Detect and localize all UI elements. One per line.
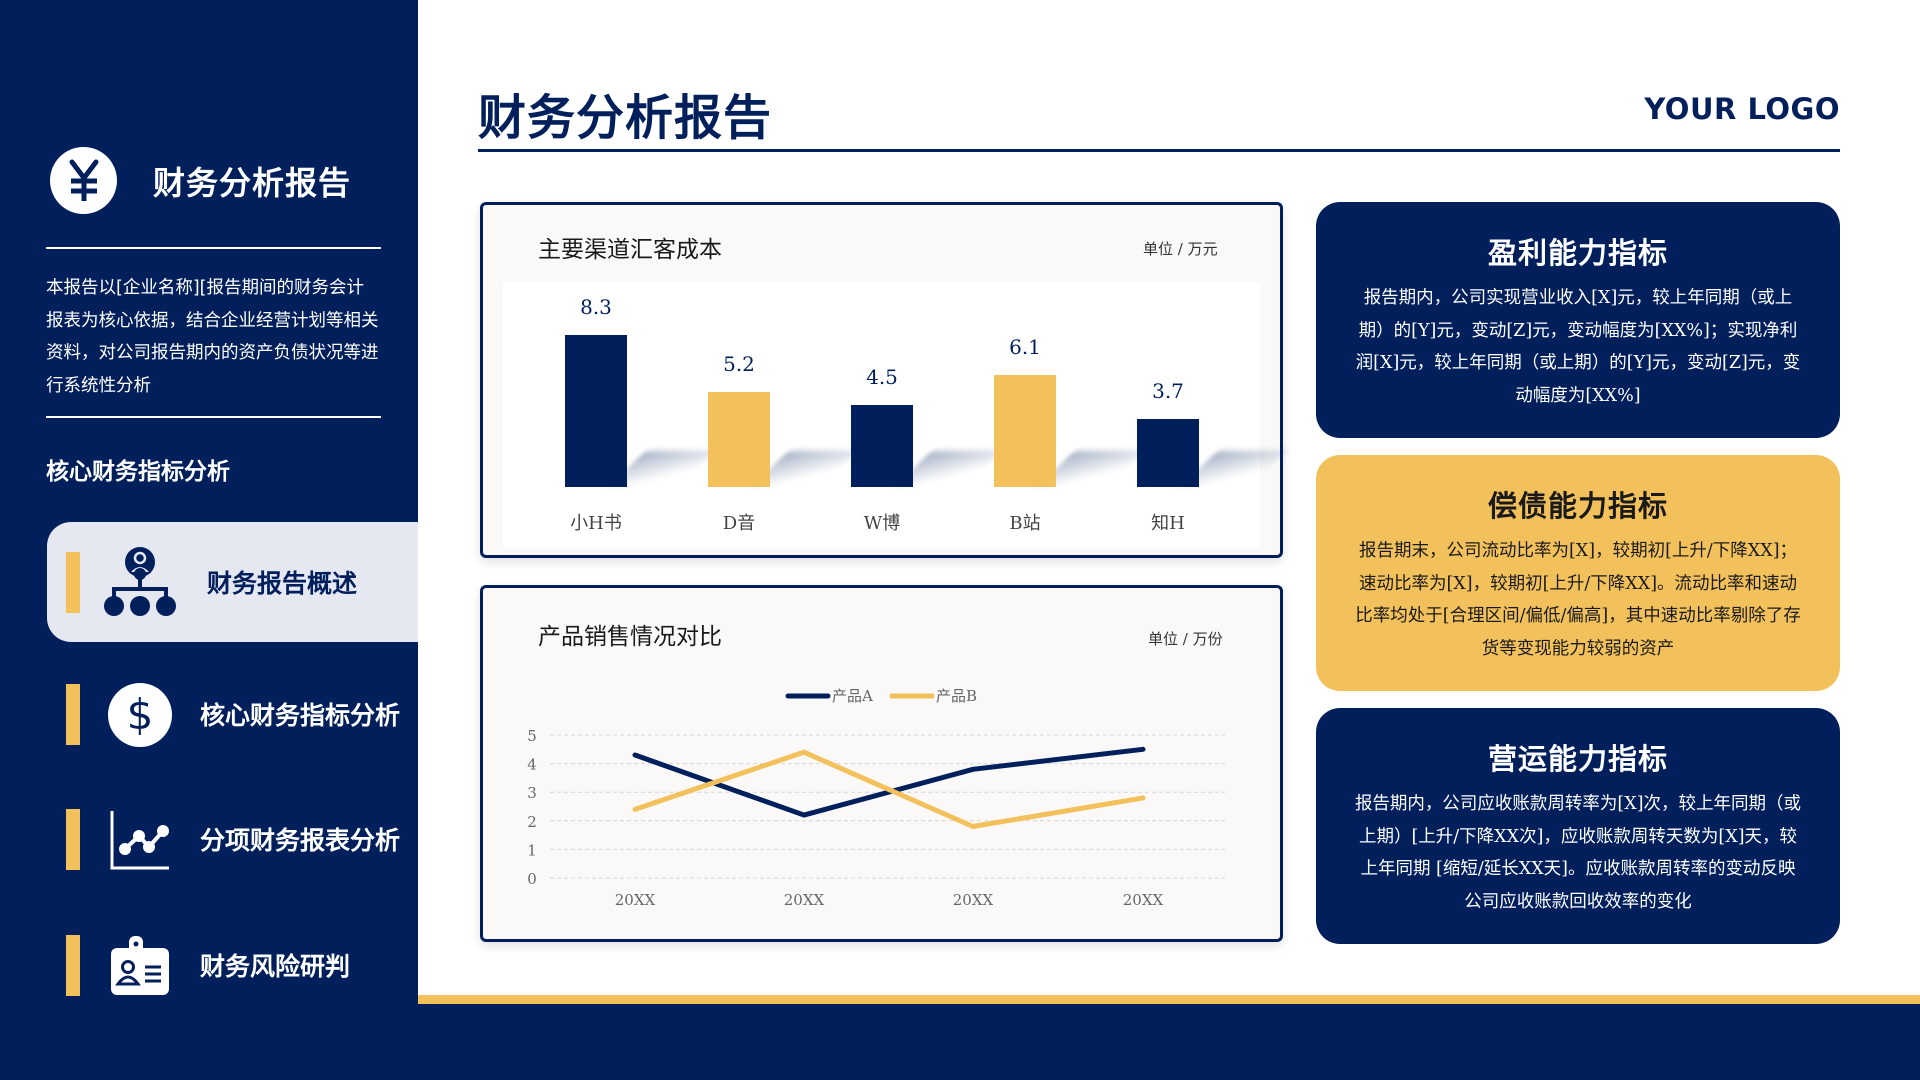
svg-text:20XX: 20XX bbox=[953, 891, 994, 909]
profitability-card: 盈利能力指标 报告期内，公司实现营业收入[X]元，较上年同期（或上期）的[Y]元… bbox=[1316, 202, 1840, 438]
svg-text:2: 2 bbox=[527, 813, 537, 831]
svg-text:20XX: 20XX bbox=[1123, 891, 1164, 909]
line-chart-card: 产品销售情况对比 单位 / 万份 0 1 2 3 4 5 20XX 20XX 20XX 20XX 产… bbox=[480, 585, 1283, 942]
bar-category-label: 小H书 bbox=[570, 513, 622, 534]
bar-chart-plot: 8.3 小H书 5.2 D音 4.5 W博 6.1 B站 3.7 知H bbox=[503, 282, 1287, 548]
sidebar-item-report-overview[interactable]: 财务报告概述 bbox=[47, 522, 418, 642]
svg-text:产品A: 产品A bbox=[832, 687, 873, 705]
card-title: 偿债能力指标 bbox=[1487, 489, 1668, 523]
footer-accent-stripe bbox=[418, 995, 1920, 1004]
bar-value-label: 8.3 bbox=[580, 295, 612, 320]
bar-value-label: 5.2 bbox=[723, 351, 755, 376]
sidebar-item-core-indicators[interactable]: $ 核心财务指标分析 bbox=[47, 654, 418, 774]
sidebar-item-risk-assessment[interactable]: 财务风险研判 bbox=[47, 905, 418, 1025]
card-title: 盈利能力指标 bbox=[1487, 236, 1668, 270]
bar bbox=[994, 375, 1056, 487]
sidebar-divider bbox=[46, 247, 381, 249]
svg-text:0: 0 bbox=[527, 870, 537, 888]
bar-chart-card: 主要渠道汇客成本 单位 / 万元 8.3 小H书 5.2 D音 4.5 W博 6.1 B站 3.… bbox=[480, 202, 1287, 558]
svg-text:产品B: 产品B bbox=[936, 687, 977, 705]
nav-label: 财务报告概述 bbox=[207, 569, 358, 598]
line-chart-icon bbox=[102, 803, 178, 877]
dollar-icon: $ bbox=[102, 678, 178, 752]
card-body: 报告期内，公司实现营业收入[X]元，较上年同期（或上期）的[Y]元，变动[Z]元… bbox=[1355, 288, 1801, 406]
yen-icon bbox=[50, 147, 117, 214]
nav-label: 财务风险研判 bbox=[200, 952, 351, 981]
page-title: 财务分析报告 bbox=[478, 90, 773, 146]
bar-category-label: D音 bbox=[722, 513, 756, 534]
bar bbox=[708, 391, 770, 487]
bar-category-label: 知H bbox=[1151, 513, 1185, 534]
sidebar: 财务分析报告 本报告以[企业名称][报告期间的财务会计报表为核心依据，结合企业经… bbox=[0, 0, 418, 1080]
footer-bar bbox=[418, 1004, 1920, 1080]
svg-text:3: 3 bbox=[527, 784, 537, 802]
line-chart-unit: 单位 / 万份 bbox=[1148, 630, 1223, 648]
bar-value-label: 3.7 bbox=[1152, 379, 1184, 404]
line-chart-plot: 0 1 2 3 4 5 20XX 20XX 20XX 20XX 产品A 产品B bbox=[527, 687, 1225, 909]
bar-value-label: 6.1 bbox=[1009, 335, 1041, 360]
svg-text:5: 5 bbox=[527, 727, 537, 745]
svg-text:4: 4 bbox=[527, 756, 537, 774]
bar-category-label: B站 bbox=[1009, 513, 1041, 534]
card-body: 报告期内，公司应收账款周转率为[X]次，较上年同期（或上期）[上升/下降XX次]… bbox=[1354, 794, 1802, 912]
bar-chart-title: 主要渠道汇客成本 bbox=[538, 237, 722, 263]
svg-text:20XX: 20XX bbox=[784, 891, 825, 909]
id-badge-icon bbox=[102, 929, 178, 1003]
logo: YOUR LOGO bbox=[1644, 92, 1840, 126]
sidebar-item-statement-analysis[interactable]: 分项财务报表分析 bbox=[47, 779, 418, 899]
operating-capacity-card: 营运能力指标 报告期内，公司应收账款周转率为[X]次，较上年同期（或上期）[上升… bbox=[1316, 708, 1840, 944]
svg-text:1: 1 bbox=[527, 841, 537, 859]
nav-accent-bar bbox=[66, 935, 80, 996]
nav-accent-bar bbox=[66, 552, 80, 613]
nav-label: 分项财务报表分析 bbox=[200, 826, 401, 855]
header-divider bbox=[478, 149, 1840, 152]
bar-category-label: W博 bbox=[863, 513, 901, 534]
bar bbox=[1137, 419, 1199, 487]
sidebar-title: 财务分析报告 bbox=[153, 164, 352, 202]
card-title: 营运能力指标 bbox=[1487, 742, 1668, 776]
nav-accent-bar bbox=[66, 809, 80, 870]
line-chart-title: 产品销售情况对比 bbox=[538, 624, 722, 650]
bar-chart-unit: 单位 / 万元 bbox=[1143, 240, 1218, 258]
bar bbox=[851, 404, 913, 487]
nav-label: 核心财务指标分析 bbox=[200, 701, 401, 730]
nav-accent-bar bbox=[66, 684, 80, 745]
org-chart-icon bbox=[102, 546, 178, 620]
solvency-card: 偿债能力指标 报告期末，公司流动比率为[X]，较期初[上升/下降XX]；速动比率… bbox=[1316, 455, 1840, 691]
sidebar-section-heading: 核心财务指标分析 bbox=[46, 458, 230, 485]
bar bbox=[565, 335, 627, 487]
sidebar-description: 本报告以[企业名称][报告期间的财务会计报表为核心依据，结合企业经营计划等相关资… bbox=[46, 278, 379, 396]
svg-text:$: $ bbox=[127, 690, 154, 739]
svg-text:20XX: 20XX bbox=[615, 891, 656, 909]
card-body: 报告期末，公司流动比率为[X]，较期初[上升/下降XX]；速动比率为[X]，较期… bbox=[1355, 541, 1801, 659]
sidebar-divider bbox=[46, 416, 381, 418]
bar-value-label: 4.5 bbox=[866, 364, 898, 389]
